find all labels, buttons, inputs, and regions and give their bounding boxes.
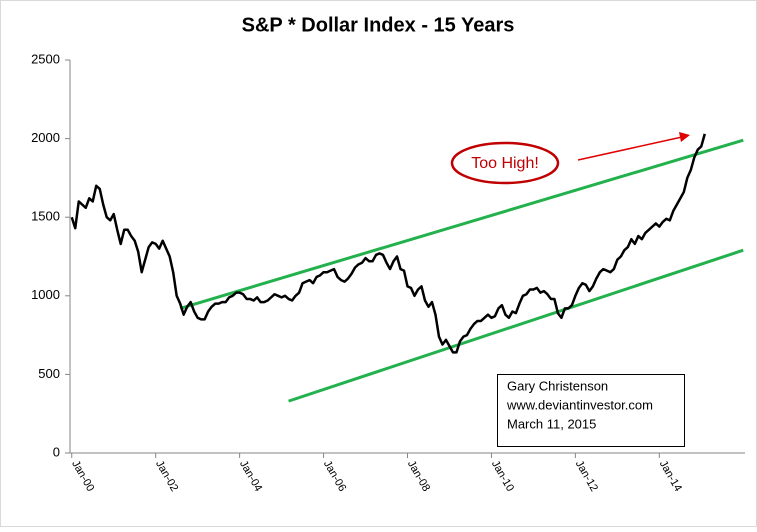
credit-box — [497, 374, 685, 447]
credit-line: Gary Christenson — [507, 378, 608, 393]
credit-line: www.deviantinvestor.com — [506, 397, 653, 412]
callout-arrowhead — [679, 132, 690, 142]
y-tick-label: 2000 — [31, 130, 60, 145]
y-tick-label: 1500 — [31, 209, 60, 224]
chart-title: S&P * Dollar Index - 15 Years — [242, 14, 515, 36]
callout-arrow — [577, 136, 683, 161]
trend-line — [288, 248, 744, 403]
callout-ellipse — [450, 141, 560, 185]
callout-text: Too High! — [471, 155, 539, 172]
y-tick-label: 500 — [38, 366, 60, 381]
data-line — [70, 133, 706, 354]
y-tick-label: 2500 — [31, 51, 60, 66]
credit-line: March 11, 2015 — [507, 416, 596, 431]
y-tick-label: 1000 — [31, 287, 60, 302]
trend-line — [179, 138, 744, 310]
y-tick-label: 0 — [53, 444, 60, 459]
